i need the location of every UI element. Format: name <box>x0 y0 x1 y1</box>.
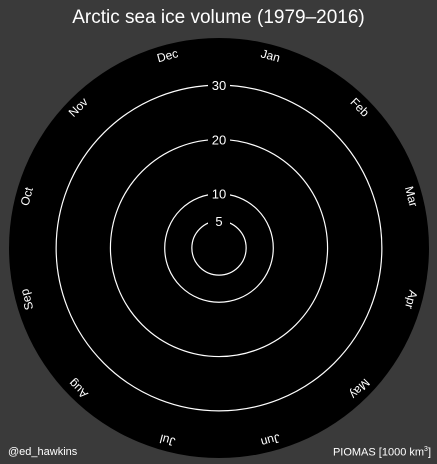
plot-area-disc <box>9 38 429 458</box>
grid-label-bg-5 <box>208 212 230 229</box>
grid-label-10: 10 <box>212 187 226 202</box>
grid-label-bg-20 <box>208 131 230 148</box>
month-label-jun: Jun <box>259 431 281 450</box>
source-superscript: 3 <box>424 446 428 453</box>
month-label-jan: Jan <box>259 47 281 66</box>
month-label-apr: Apr <box>402 289 420 311</box>
grid-label-bg-30 <box>208 77 230 94</box>
month-label-sep: Sep <box>17 287 36 312</box>
grid-label-20: 20 <box>212 132 226 147</box>
author-credit: @ed_hawkins <box>8 446 78 458</box>
grid-label-30: 30 <box>212 78 226 93</box>
source-suffix: ] <box>427 446 431 459</box>
grid-label-5: 5 <box>215 214 222 229</box>
month-label-oct: Oct <box>18 185 37 207</box>
month-label-dec: Dec <box>155 46 179 65</box>
month-label-mar: Mar <box>402 185 421 209</box>
month-label-jul: Jul <box>158 431 176 448</box>
chart-title: Arctic sea ice volume (1979–2016) <box>72 7 365 28</box>
grid-label-bg-10 <box>208 185 230 202</box>
source-text: PIOMAS [1000 km <box>332 446 425 459</box>
data-source-label: PIOMAS [1000 km3] <box>333 446 431 459</box>
